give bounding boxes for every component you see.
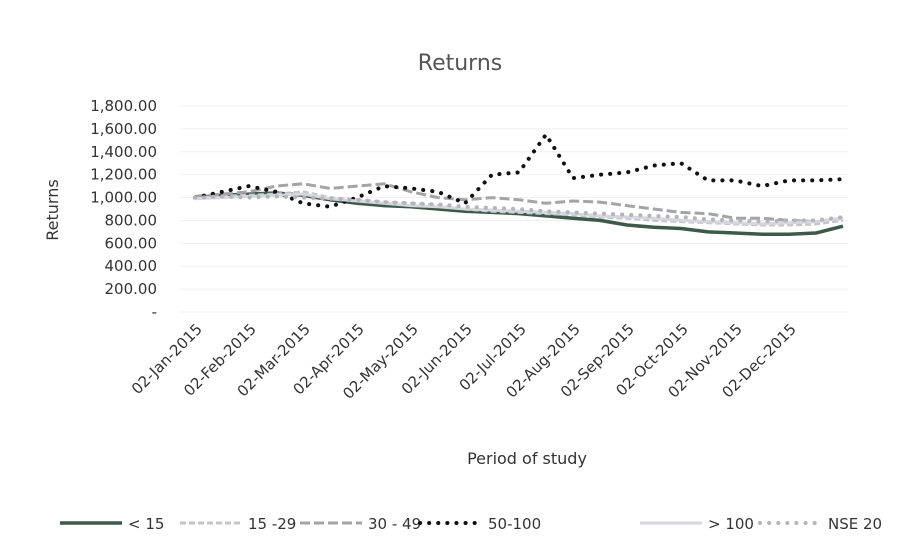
y-axis-label: Returns [43, 179, 62, 240]
x-axis-label: Period of study [467, 449, 587, 468]
legend-label: 30 - 49 [368, 515, 421, 533]
y-tick-label: 400.00 [105, 257, 158, 275]
series-line [194, 192, 844, 226]
series-line [193, 194, 845, 224]
series-line [194, 182, 844, 224]
y-tick-label: 600.00 [105, 234, 158, 252]
legend-label: > 100 [708, 515, 754, 533]
y-tick-label: 1,000.00 [90, 189, 157, 207]
legend-label: 15 -29 [248, 515, 296, 533]
y-tick-label: 1,600.00 [90, 120, 157, 138]
y-tick-label: 1,200.00 [90, 166, 157, 184]
series-line [193, 132, 845, 209]
y-tick-label: 1,400.00 [90, 143, 157, 161]
y-tick-label: - [152, 303, 157, 321]
y-tick-label: 1,800.00 [90, 97, 157, 115]
y-tick-label: 200.00 [105, 280, 158, 298]
y-tick-label: 800.00 [105, 211, 158, 229]
legend-label: < 15 [128, 515, 164, 533]
legend-label: 50-100 [488, 515, 541, 533]
chart-title: Returns [418, 51, 502, 76]
legend-label: NSE 20 [828, 515, 882, 533]
